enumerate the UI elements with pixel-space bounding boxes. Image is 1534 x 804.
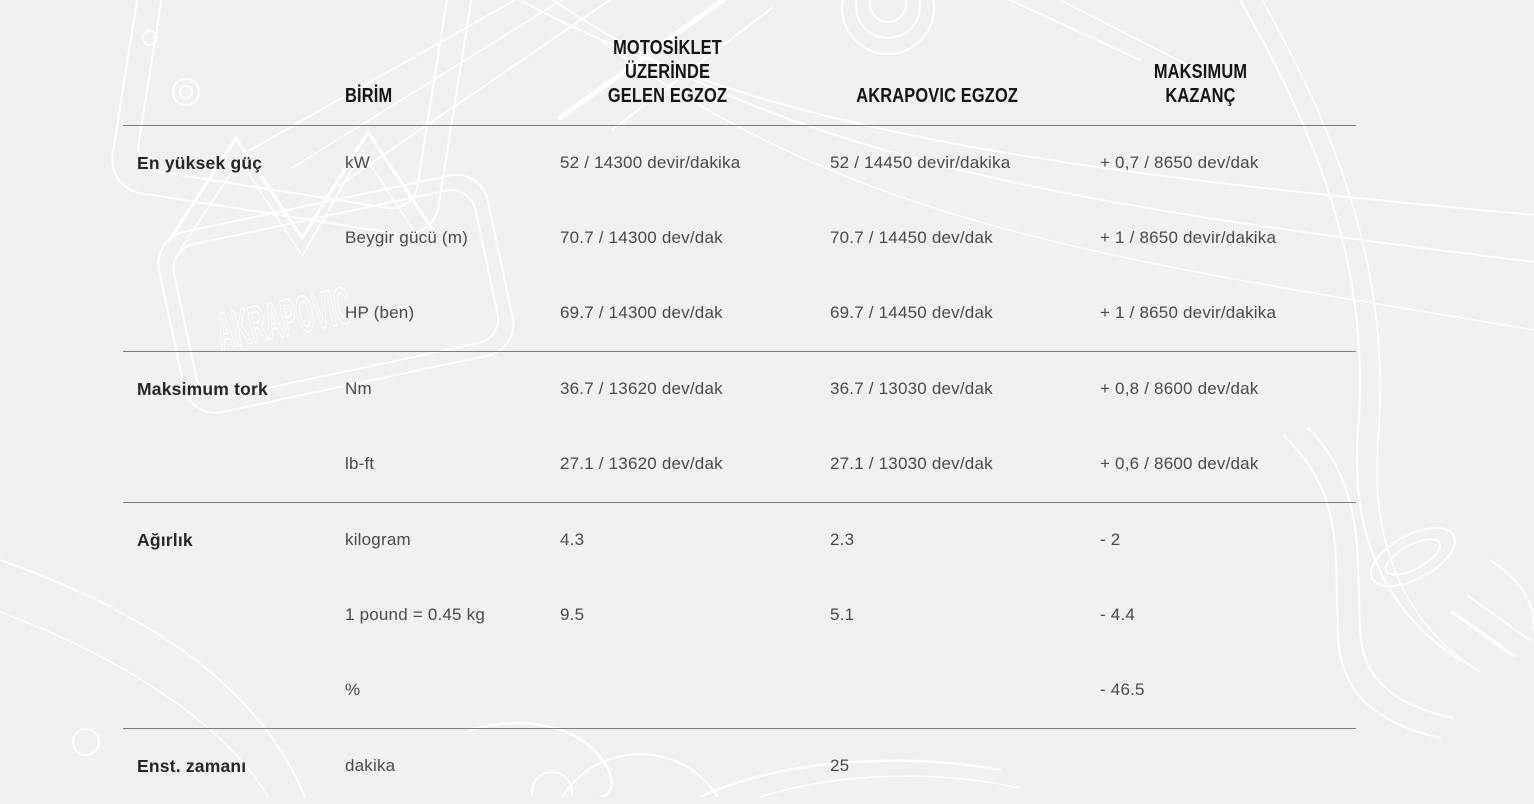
akrapovic-exhaust-cell: 5.1 — [830, 605, 855, 624]
stock-exhaust-cell: 27.1 / 13620 dev/dak — [560, 454, 723, 473]
max-gain-cell: + 0,6 / 8600 dev/dak — [1100, 454, 1259, 473]
table-row: % - 46.5 — [123, 653, 1356, 729]
column-header-max-gain: MAKSIMUM KAZANÇ — [1100, 0, 1356, 125]
akrapovic-exhaust-cell: 36.7 / 13030 dev/dak — [830, 379, 993, 398]
row-label-cell: Maksimum tork — [137, 378, 268, 399]
row-label-cell: Ağırlık — [137, 529, 193, 550]
column-header-stock-exhaust: MOTOSİKLET ÜZERİNDE GELEN EGZOZ — [560, 0, 830, 125]
column-header-empty — [123, 0, 345, 125]
stock-exhaust-cell: 70.7 / 14300 dev/dak — [560, 228, 723, 247]
unit-cell: 1 pound = 0.45 kg — [345, 605, 485, 624]
table-row: lb-ft 27.1 / 13620 dev/dak 27.1 / 13030 … — [123, 427, 1356, 503]
stock-exhaust-cell: 69.7 / 14300 dev/dak — [560, 303, 723, 322]
column-header-akrapovic-exhaust-label: AKRAPOVIC EGZOZ — [856, 84, 1019, 108]
row-label-cell: En yüksek güç — [137, 152, 263, 173]
unit-cell: kW — [345, 153, 370, 172]
table-row: 1 pound = 0.45 kg 9.5 5.1 - 4.4 — [123, 578, 1356, 653]
stock-exhaust-cell: 36.7 / 13620 dev/dak — [560, 379, 723, 398]
stock-exhaust-cell: 4.3 — [560, 530, 585, 549]
row-label-cell — [123, 653, 345, 729]
akrapovic-exhaust-cell: 52 / 14450 devir/dakika — [830, 153, 1011, 172]
spec-table: BİRİM MOTOSİKLET ÜZERİNDE GELEN EGZOZ AK… — [123, 0, 1356, 804]
stock-exhaust-cell — [560, 653, 830, 729]
akrapovic-exhaust-cell: 70.7 / 14450 dev/dak — [830, 228, 993, 247]
unit-cell: % — [345, 680, 361, 699]
unit-cell: Nm — [345, 379, 372, 398]
stock-exhaust-cell: 9.5 — [560, 605, 585, 624]
unit-cell: HP (ben) — [345, 303, 415, 322]
unit-cell: kilogram — [345, 530, 411, 549]
row-label-cell — [123, 276, 345, 352]
column-header-akrapovic-exhaust: AKRAPOVIC EGZOZ — [830, 0, 1100, 125]
table-row: Enst. zamanı dakika 25 — [123, 728, 1356, 804]
column-header-stock-exhaust-label: MOTOSİKLET ÜZERİNDE GELEN EGZOZ — [607, 35, 728, 108]
table-section: En yüksek güç kW 52 / 14300 devir/dakika… — [123, 125, 1356, 351]
max-gain-cell: + 0,7 / 8650 dev/dak — [1100, 153, 1259, 172]
column-header-unit: BİRİM — [345, 0, 560, 125]
table-row: Beygir gücü (m) 70.7 / 14300 dev/dak 70.… — [123, 201, 1356, 276]
table-section: Ağırlık kilogram 4.3 2.3 - 2 1 pound = 0… — [123, 502, 1356, 728]
akrapovic-exhaust-cell: 25 — [830, 756, 850, 775]
stock-exhaust-cell — [560, 728, 830, 804]
row-label-cell: Enst. zamanı — [137, 755, 247, 776]
table-header-row: BİRİM MOTOSİKLET ÜZERİNDE GELEN EGZOZ AK… — [123, 0, 1356, 125]
table-row: Maksimum tork Nm 36.7 / 13620 dev/dak 36… — [123, 351, 1356, 427]
spec-table-grid: BİRİM MOTOSİKLET ÜZERİNDE GELEN EGZOZ AK… — [123, 0, 1356, 804]
column-header-max-gain-label: MAKSIMUM KAZANÇ — [1153, 60, 1248, 108]
unit-cell: lb-ft — [345, 454, 375, 473]
akrapovic-exhaust-cell: 69.7 / 14450 dev/dak — [830, 303, 993, 322]
table-section: Enst. zamanı dakika 25 — [123, 728, 1356, 804]
table-row: Ağırlık kilogram 4.3 2.3 - 2 — [123, 502, 1356, 578]
table-row: En yüksek güç kW 52 / 14300 devir/dakika… — [123, 125, 1356, 201]
unit-cell: Beygir gücü (m) — [345, 228, 468, 247]
akrapovic-exhaust-cell: 2.3 — [830, 530, 855, 549]
max-gain-cell: - 46.5 — [1100, 680, 1145, 699]
table-row: HP (ben) 69.7 / 14300 dev/dak 69.7 / 144… — [123, 276, 1356, 352]
max-gain-cell: - 4.4 — [1100, 605, 1136, 624]
row-label-cell — [123, 201, 345, 276]
column-header-unit-label: BİRİM — [345, 84, 393, 108]
max-gain-cell: - 2 — [1100, 530, 1121, 549]
max-gain-cell: + 0,8 / 8600 dev/dak — [1100, 379, 1259, 398]
max-gain-cell: + 1 / 8650 devir/dakika — [1100, 228, 1277, 247]
table-section: Maksimum tork Nm 36.7 / 13620 dev/dak 36… — [123, 351, 1356, 502]
stock-exhaust-cell: 52 / 14300 devir/dakika — [560, 153, 741, 172]
akrapovic-exhaust-cell: 27.1 / 13030 dev/dak — [830, 454, 993, 473]
unit-cell: dakika — [345, 756, 396, 775]
akrapovic-exhaust-cell — [830, 653, 1100, 729]
row-label-cell — [123, 578, 345, 653]
max-gain-cell: + 1 / 8650 devir/dakika — [1100, 303, 1277, 322]
row-label-cell — [123, 427, 345, 503]
table-header: BİRİM MOTOSİKLET ÜZERİNDE GELEN EGZOZ AK… — [123, 0, 1356, 125]
max-gain-cell — [1100, 728, 1356, 804]
